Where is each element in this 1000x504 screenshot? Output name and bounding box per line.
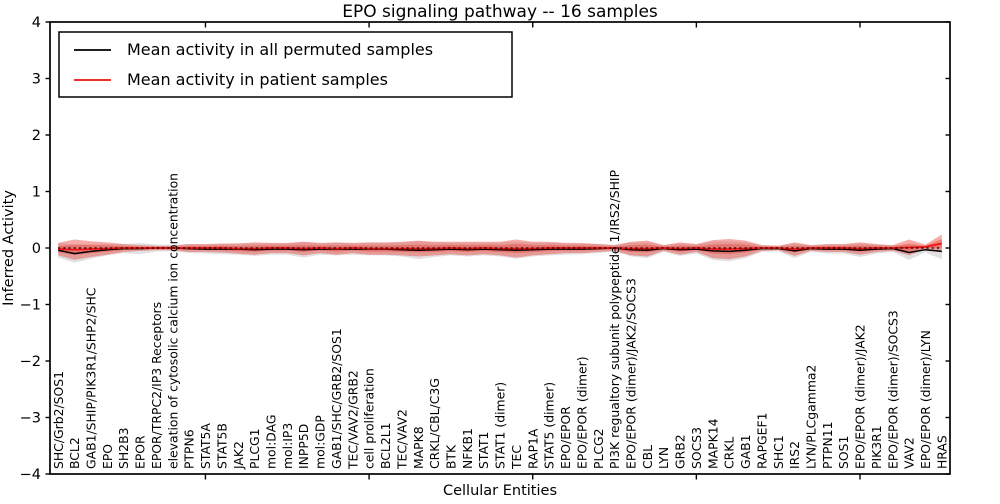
x-tick-label: SOS1: [836, 436, 851, 469]
x-tick-label: elevation of cytosolic calcium ion conce…: [165, 173, 180, 469]
x-tick-label: STAT5A: [198, 423, 213, 469]
x-tick-label: cell proliferation: [362, 368, 377, 469]
x-tick-label: RAPGEF1: [754, 413, 769, 470]
x-tick-label: GAB1: [738, 435, 753, 469]
x-tick-label: mol:GDP: [313, 415, 328, 469]
x-tick-label: VAV2: [902, 437, 917, 469]
legend: Mean activity in all permuted samples Me…: [58, 31, 513, 98]
x-tick-label: EPO/EPOR (dimer)/JAK2: [853, 324, 868, 469]
x-tick-label: EPO: [100, 444, 115, 469]
permuted-mean-line: [58, 247, 942, 255]
x-tick-label: EPO/EPOR (dimer)/SOCS3: [885, 310, 900, 469]
x-tick-label: CBL: [640, 445, 655, 469]
x-tick-label: mol:IP3: [280, 423, 295, 469]
permuted-std-band: [58, 241, 942, 263]
y-tick-label: 1: [32, 185, 41, 201]
patient-std-band: [58, 234, 942, 260]
x-tick-label: EPOR: [133, 435, 148, 469]
x-tick-label: HRAS: [934, 435, 949, 469]
x-tick-label: EPO/EPOR: [558, 406, 573, 469]
y-tick-label: −3: [20, 411, 41, 427]
x-tick-label: EPO/EPOR (dimer)/JAK2/SOCS3: [624, 278, 639, 469]
y-tick-label: −1: [20, 298, 41, 314]
x-tick-label: STAT5B: [214, 423, 229, 469]
x-tick-label: CRKL/CBL/C3G: [427, 378, 442, 469]
x-tick-label: PLCG1: [247, 428, 262, 469]
legend-box: [58, 31, 513, 98]
x-tick-label: SHC1: [771, 435, 786, 469]
chart-title: EPO signaling pathway -- 16 samples: [342, 2, 658, 22]
x-tick-label: IRS2: [787, 441, 802, 469]
x-tick-label: STAT1 (dimer): [493, 382, 508, 469]
x-tick-label: BCL2: [67, 437, 82, 469]
x-tick-label: LYN: [656, 447, 671, 469]
x-tick-label: EPO/EPOR (dimer)/LYN: [918, 330, 933, 469]
y-tick-label: 4: [32, 15, 41, 31]
y-tick-label: 0: [32, 241, 41, 257]
x-tick-label: STAT5 (dimer): [542, 382, 557, 469]
y-tick-label: −2: [20, 354, 41, 370]
x-tick-label: MAPK14: [705, 418, 720, 469]
legend-entry-permuted: Mean activity in all permuted samples: [127, 40, 433, 59]
x-tick-label: GAB1/SHIP/PIK3R1/SHP2/SHC: [84, 288, 99, 469]
x-tick-label: BTK: [444, 444, 459, 469]
x-tick-label: PLCG2: [591, 428, 606, 469]
x-tick-label: TEC: [509, 445, 524, 470]
x-tick-label: SOCS3: [689, 427, 704, 469]
x-tick-label: TEC/VAV2/GRB2: [345, 370, 360, 470]
x-tick-label: CRKL: [722, 437, 737, 469]
y-tick-label: 2: [32, 128, 41, 144]
x-tick-label: TEC/VAV2: [394, 409, 409, 470]
x-tick-label: RAP1A: [525, 428, 540, 469]
legend-entry-patient: Mean activity in patient samples: [127, 70, 388, 89]
x-tick-label: GRB2: [673, 434, 688, 469]
x-tick-label: STAT1: [476, 432, 491, 469]
x-axis-label: Cellular Entities: [443, 483, 557, 499]
x-tick-label: NFKB1: [460, 428, 475, 469]
y-axis-label: Inferred Activity: [1, 190, 17, 306]
y-tick-label: −4: [20, 467, 41, 483]
x-tick-label: PTPN6: [182, 429, 197, 469]
x-tick-label: PI3K regualtory subunit polypeptide 1/IR…: [607, 169, 622, 469]
x-tick-label: LYN/PLCgamma2: [804, 365, 819, 469]
x-tick-label: SH2B3: [116, 428, 131, 469]
x-tick-label: mol:DAG: [264, 415, 279, 469]
plot-area: 4 3 2 1 0 −1 −2 −3 −4 SHC/Grb2/SOS1 BCL2 GAB1/SHIP/…: [20, 15, 951, 483]
x-tick-label: PTPN11: [820, 421, 835, 469]
x-tick-label: JAK2: [231, 441, 246, 470]
x-tick-label: INPP5D: [296, 424, 311, 469]
x-tick-label: SHC/Grb2/SOS1: [51, 371, 66, 469]
x-tick-label: MAPK8: [411, 426, 426, 469]
y-tick-label: 3: [32, 72, 41, 88]
x-tick-label: PIK3R1: [869, 425, 884, 469]
x-tick-label: BCL2L1: [378, 422, 393, 469]
x-tick-label: EPOR/TRPC2/IP3 Receptors: [149, 302, 164, 469]
x-tick-label: EPO/EPOR (dimer): [574, 356, 589, 469]
x-tick-label: GAB1/SHC/GRB2/SOS1: [329, 328, 344, 469]
